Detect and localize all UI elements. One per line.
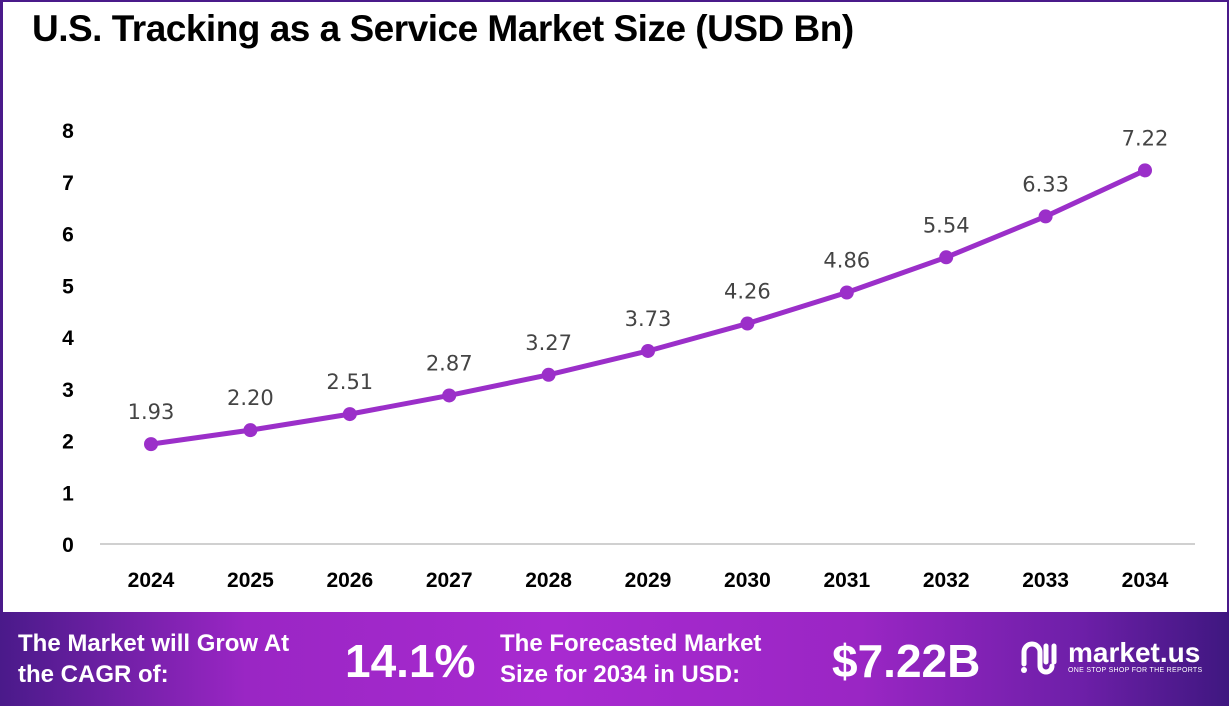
x-tick-label: 2024 [128,569,175,592]
y-tick-label: 0 [62,534,74,557]
data-label: 3.73 [625,307,672,331]
y-tick-label: 1 [62,482,74,505]
cagr-label: The Market will Grow At the CAGR of: [18,630,290,688]
data-label: 4.86 [823,248,870,272]
forecast-value: $7.22B [832,635,981,687]
y-tick-label: 4 [62,327,74,350]
chart-frame [0,0,1229,612]
data-label: 1.93 [128,400,175,424]
y-tick-label: 8 [62,120,74,143]
market-us-logo: market.us ONE STOP SHOP FOR THE REPORTS [1018,636,1202,676]
x-tick-label: 2029 [625,569,672,592]
chart-title: U.S. Tracking as a Service Market Size (… [32,8,854,49]
x-tick-label: 2026 [326,569,373,592]
x-tick-label: 2033 [1022,569,1069,592]
data-point [641,343,655,358]
data-label: 4.26 [724,280,771,304]
data-point [1038,209,1053,224]
cagr-value: 14.1% [345,635,476,687]
data-label: 2.51 [326,370,373,394]
data-point [144,437,158,452]
logo-icon [1021,641,1057,675]
data-label: 5.54 [923,213,970,237]
y-tick-label: 2 [62,431,74,454]
y-tick-label: 5 [62,275,74,298]
data-label: 6.33 [1022,172,1069,196]
x-tick-label: 2032 [923,569,970,592]
data-point [541,367,556,382]
y-tick-label: 7 [62,172,74,195]
data-label: 3.27 [525,331,572,355]
data-point [740,316,755,331]
data-point [839,285,854,300]
x-tick-label: 2027 [426,569,473,592]
x-tick-label: 2030 [724,569,771,592]
line-chart: 0 1 2 3 4 5 6 7 8 2024 2025 2026 2027 2028 2029 2030 203… [62,120,1195,592]
summary-banner: The Market will Grow At the CAGR of: 14.… [0,612,1229,706]
logo-tagline: ONE STOP SHOP FOR THE REPORTS [1068,666,1203,674]
data-label: 2.20 [227,386,274,410]
x-tick-label: 2025 [227,569,274,592]
forecast-label: The Forecasted Market Size for 2034 in U… [500,630,762,688]
data-point [939,250,954,265]
x-tick-label: 2031 [823,569,870,592]
data-label: 7.22 [1122,126,1169,150]
data-label: 2.87 [426,351,473,375]
logo-name: market.us [1068,636,1201,668]
y-tick-label: 6 [62,224,74,247]
data-point [1138,163,1152,178]
data-point [442,388,457,403]
x-tick-label: 2034 [1122,569,1169,592]
x-tick-label: 2028 [525,569,572,592]
y-tick-label: 3 [62,379,74,402]
data-point [243,423,258,438]
data-point [342,407,357,422]
